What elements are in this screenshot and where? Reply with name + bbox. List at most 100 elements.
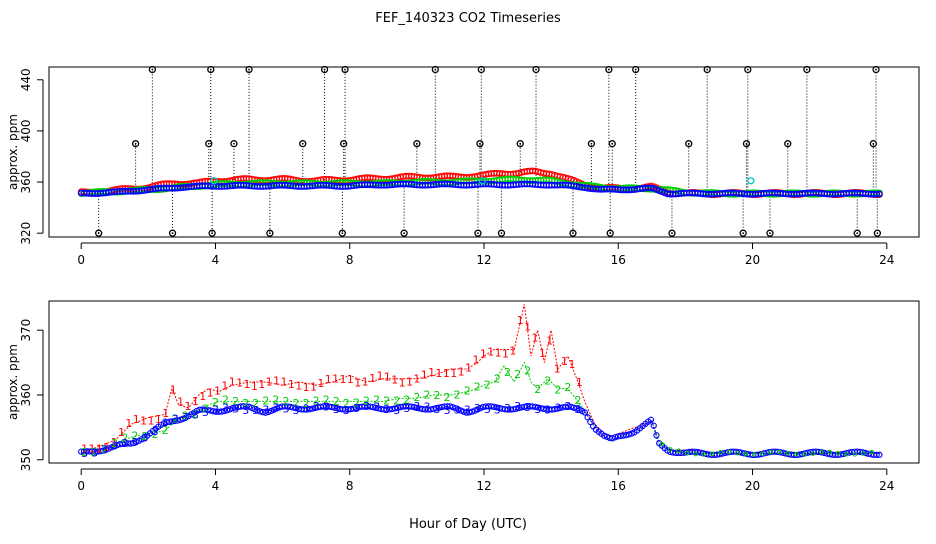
- x-axis-label: Hour of Day (UTC): [409, 517, 527, 532]
- bottom-series-marker: 1: [384, 371, 391, 384]
- bottom-blue-point: [466, 409, 473, 416]
- bottom-blue-point: [433, 405, 440, 412]
- top-x-tick-label: 4: [212, 253, 220, 267]
- top-outlier-point: [587, 140, 596, 148]
- top-outlier-dot: [872, 142, 875, 145]
- bottom-x-tick-label: 8: [346, 479, 354, 493]
- bottom-series-marker: 3: [444, 404, 451, 417]
- bottom-series-marker: 3: [282, 403, 289, 416]
- bottom-series-marker: 2: [484, 378, 491, 391]
- top-outlier-point: [742, 140, 751, 148]
- bottom-series-marker: 1: [317, 377, 324, 390]
- bottom-blue-point: [570, 404, 578, 411]
- bottom-series-marker: 3: [333, 403, 340, 416]
- bottom-series-marker: 3: [383, 403, 390, 416]
- bottom-blue-point: [130, 439, 137, 447]
- bottom-y-tick-label: 350: [19, 448, 33, 471]
- bottom-blue-point: [254, 407, 261, 414]
- bottom-blue-point: [493, 404, 500, 411]
- bottom-blue-point: [876, 451, 883, 458]
- bottom-series-marker: 3: [544, 404, 551, 417]
- top-y-tick-label: 440: [19, 68, 33, 91]
- bottom-blue-point: [653, 432, 660, 439]
- bottom-blue-point: [369, 403, 377, 411]
- bottom-blue-point: [581, 409, 589, 416]
- bottom-series-marker: 1: [472, 354, 479, 367]
- bottom-series-marker: 1: [111, 436, 118, 449]
- top-outlier-dot: [745, 142, 748, 145]
- bottom-series-marker: 2: [212, 396, 219, 409]
- top-x-tick-label: 16: [611, 253, 626, 267]
- bottom-series-marker: 2: [413, 391, 420, 404]
- top-outlier-dot: [209, 68, 212, 71]
- bottom-series-marker: 2: [383, 395, 390, 408]
- bottom-blue-point: [177, 416, 184, 423]
- bottom-series-marker: 3: [474, 402, 481, 415]
- bottom-blue-point: [411, 404, 418, 411]
- bottom-series-marker: 2: [172, 413, 179, 426]
- bottom-series-marker: 1: [347, 373, 354, 386]
- bottom-green-point: [667, 447, 673, 452]
- top-outlier-point: [230, 140, 238, 148]
- top-x-tick-label: 8: [346, 253, 354, 267]
- bottom-series-marker: 2: [353, 397, 360, 410]
- bottom-series-marker: 2: [242, 397, 249, 410]
- top-outlier-point: [739, 229, 747, 237]
- bottom-series-marker: 1: [133, 413, 140, 426]
- bottom-series-marker: 1: [502, 347, 509, 360]
- bottom-blue-point: [218, 408, 225, 415]
- top-outlier-dot: [769, 232, 771, 235]
- bottom-green-point: [659, 441, 665, 447]
- top-outlier-point: [497, 229, 506, 237]
- bottom-blue-point: [556, 404, 564, 412]
- bottom-blue-point: [623, 431, 630, 439]
- bottom-x-tick-label: 16: [611, 479, 626, 493]
- top-outlier-point: [338, 229, 347, 237]
- bottom-blue-point: [290, 404, 297, 411]
- bottom-series-marker: 3: [494, 404, 501, 417]
- bottom-series-marker: 3: [121, 437, 128, 450]
- bottom-series-marker: 2: [131, 430, 138, 443]
- top-outlier-dot: [805, 68, 808, 71]
- bottom-series-marker: 1: [125, 417, 132, 430]
- bottom-series-marker: 2: [303, 397, 310, 410]
- bottom-series-marker: 2: [293, 397, 300, 410]
- bottom-series-marker: 1: [140, 415, 147, 428]
- bottom-green-point: [676, 448, 681, 453]
- bottom-series-marker: 1: [362, 376, 369, 389]
- bottom-series-marker: 2: [574, 394, 581, 407]
- top-outlier-point: [208, 229, 216, 237]
- bottom-blue-point: [862, 449, 869, 457]
- top-x-tick-label: 12: [476, 253, 491, 267]
- bottom-y-axis-label: approx. ppm: [6, 344, 20, 420]
- bottom-series-marker: 2: [152, 428, 159, 441]
- bottom-series-marker: 3: [293, 404, 300, 417]
- top-outlier-point: [853, 229, 861, 237]
- bottom-blue-point: [799, 450, 806, 458]
- top-outlier-dot: [746, 68, 749, 71]
- top-y-axis: 320 360 400 440: [19, 68, 44, 245]
- bottom-blue-point: [204, 406, 211, 414]
- bottom-blue-point: [534, 404, 542, 411]
- bottom-series-marker: 2: [403, 393, 410, 406]
- bottom-series-marker: 3: [504, 402, 511, 415]
- top-outlier-dot: [248, 68, 250, 71]
- top-y-tick-label: 320: [19, 222, 33, 245]
- bottom-series-marker: 1: [88, 442, 95, 455]
- top-outlier-dot: [342, 142, 345, 145]
- top-outlier-point: [266, 229, 274, 237]
- bottom-series-marker: 1: [214, 384, 221, 397]
- bottom-series-marker: 3: [514, 400, 521, 413]
- bottom-blue-point: [873, 451, 880, 459]
- bottom-series-marker: 3: [434, 403, 441, 416]
- bottom-x-tick-label: 12: [476, 479, 491, 493]
- bottom-series-marker: 2: [202, 402, 209, 415]
- bottom-series-marker: 3: [343, 404, 350, 417]
- top-outlier-dot: [856, 232, 859, 235]
- bottom-series-marker: 2: [544, 375, 551, 388]
- bottom-panel: 1 1 1 1 111 1 1 1 1 111 1 1 1 1 1 1 1 1 1 1 1 1 1 1 1 1 1 1 1 1 1 1 1 1 1 1…: [6, 300, 920, 493]
- bottom-blue-point: [243, 403, 250, 410]
- bottom-series-marker: 1: [251, 380, 258, 393]
- top-outlier-point: [803, 65, 811, 74]
- bottom-blue-point: [97, 448, 104, 455]
